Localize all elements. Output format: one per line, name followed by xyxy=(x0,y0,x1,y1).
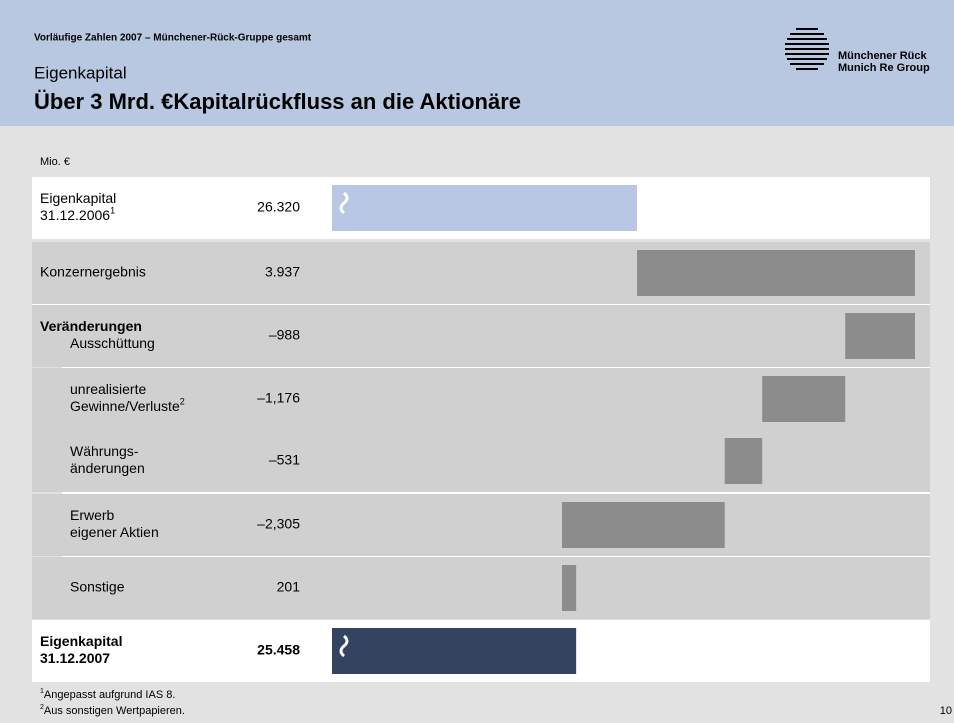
category-superscript: 1 xyxy=(110,206,115,216)
value-label: 26.320 xyxy=(257,199,300,215)
bar xyxy=(332,628,577,674)
category-label: Konzernergebnis xyxy=(40,264,146,280)
bar xyxy=(637,250,915,296)
row-background xyxy=(32,430,930,492)
row-background xyxy=(32,557,930,619)
category-label: eigener Aktien xyxy=(70,524,159,540)
category-superscript: 2 xyxy=(180,397,185,407)
value-label: 201 xyxy=(277,579,301,595)
footnote-text: Angepasst aufgrund IAS 8. xyxy=(44,689,175,701)
axis-break xyxy=(339,191,349,215)
value-label: –531 xyxy=(269,452,300,468)
category-label: Eigenkapital xyxy=(40,190,116,206)
bar xyxy=(561,565,577,611)
bar xyxy=(332,185,638,231)
value-label: –1,176 xyxy=(257,390,300,406)
bar xyxy=(762,376,846,422)
footnote: 1Angepasst aufgrund IAS 8. xyxy=(40,688,175,701)
category-label: 31.12.20061 xyxy=(40,206,115,223)
value-label: 25.458 xyxy=(257,642,300,658)
bar xyxy=(561,502,725,548)
category-label: 31.12.2007 xyxy=(40,650,110,666)
footnote-mark: 2 xyxy=(40,704,44,711)
row-background xyxy=(32,305,930,367)
category-label: Erwerb xyxy=(70,507,115,523)
title: Über 3 Mrd. €Kapitalrückfluss an die Akt… xyxy=(34,89,521,114)
group-heading: Veränderungen xyxy=(40,318,142,334)
logo-text: Munich Re Group xyxy=(838,62,930,74)
category-label: unrealisierte xyxy=(70,381,146,397)
unit-label: Mio. € xyxy=(40,156,70,168)
category-label: Gewinne/Verluste2 xyxy=(70,397,185,414)
bar xyxy=(724,438,763,484)
category-label: änderungen xyxy=(70,460,145,476)
value-label: –2,305 xyxy=(257,516,300,532)
footnote-text: Aus sonstigen Wertpapieren. xyxy=(44,705,185,717)
bar xyxy=(845,313,915,359)
footnote: 2Aus sonstigen Wertpapieren. xyxy=(40,704,185,717)
category-label: Währungs- xyxy=(70,443,139,459)
category-label: Eigenkapital xyxy=(40,633,122,649)
logo-text: Münchener Rück xyxy=(838,50,928,62)
logo xyxy=(785,28,829,70)
value-label: 3.937 xyxy=(265,264,300,280)
category-label: Ausschüttung xyxy=(70,335,155,351)
page-number: 10 xyxy=(940,705,952,717)
section: Eigenkapital xyxy=(34,63,127,82)
category-label: Sonstige xyxy=(70,579,125,595)
kicker: Vorläufige Zahlen 2007 – Münchener-Rück-… xyxy=(34,33,312,44)
footnote-mark: 1 xyxy=(40,688,44,695)
row-background xyxy=(32,494,930,556)
axis-break xyxy=(339,634,349,658)
value-label: –988 xyxy=(269,327,300,343)
